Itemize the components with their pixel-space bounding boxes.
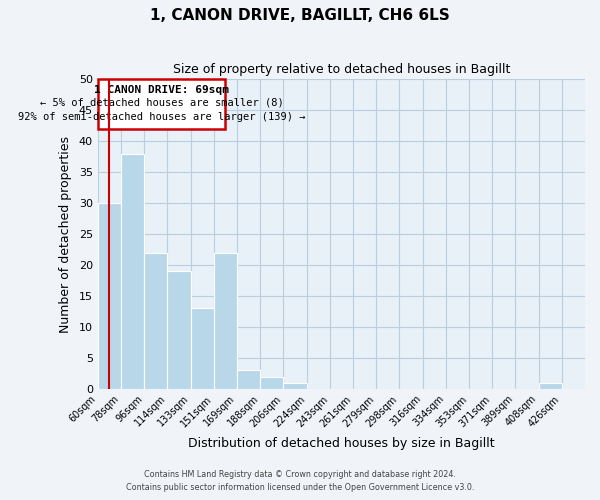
Bar — [214, 252, 237, 389]
Bar — [237, 370, 260, 389]
Text: 92% of semi-detached houses are larger (139) →: 92% of semi-detached houses are larger (… — [18, 112, 305, 122]
Bar — [144, 252, 167, 389]
Bar — [539, 382, 562, 389]
X-axis label: Distribution of detached houses by size in Bagillt: Distribution of detached houses by size … — [188, 437, 495, 450]
FancyBboxPatch shape — [98, 80, 226, 129]
Bar — [167, 272, 191, 389]
Bar — [191, 308, 214, 389]
Bar — [260, 376, 283, 389]
Text: ← 5% of detached houses are smaller (8): ← 5% of detached houses are smaller (8) — [40, 98, 284, 108]
Text: 1, CANON DRIVE, BAGILLT, CH6 6LS: 1, CANON DRIVE, BAGILLT, CH6 6LS — [150, 8, 450, 22]
Bar — [98, 203, 121, 389]
Text: Contains HM Land Registry data © Crown copyright and database right 2024.
Contai: Contains HM Land Registry data © Crown c… — [126, 470, 474, 492]
Bar — [283, 382, 307, 389]
Bar — [121, 154, 144, 389]
Y-axis label: Number of detached properties: Number of detached properties — [59, 136, 72, 332]
Title: Size of property relative to detached houses in Bagillt: Size of property relative to detached ho… — [173, 62, 510, 76]
Text: 1 CANON DRIVE: 69sqm: 1 CANON DRIVE: 69sqm — [94, 85, 229, 95]
